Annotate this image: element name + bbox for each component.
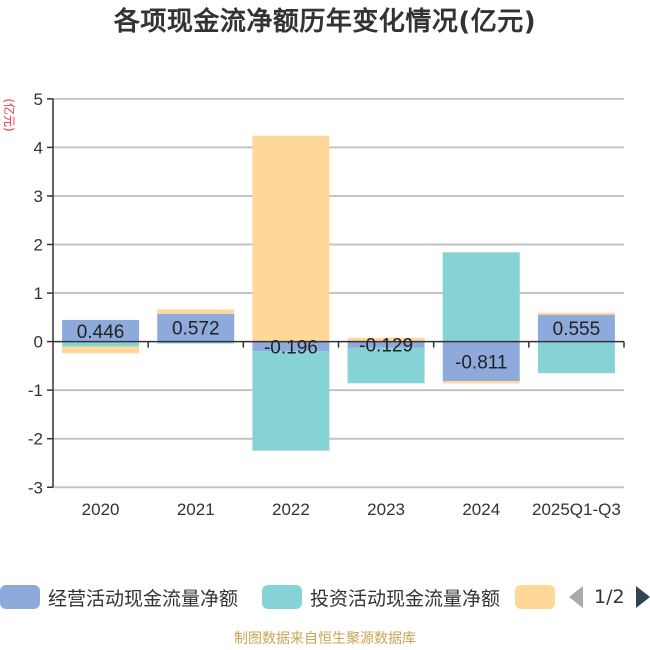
bar-segment-2-5[interactable] [537,312,615,315]
y-axis-tick-label: 2 [34,236,43,255]
x-axis-category-label: 2025Q1-Q3 [532,500,621,519]
bar-segment-2-4[interactable] [442,380,520,384]
data-source-footer: 制图数据来自恒生聚源数据库 [234,631,416,647]
bar-value-label: 0.446 [77,322,125,343]
bar-segment-0-1[interactable] [157,313,235,342]
bar-segment-1-2[interactable] [252,351,330,451]
bar-segment-1-4[interactable] [442,252,520,342]
chart-title: 各项现金流净额历年变化情况(亿元) [113,7,537,37]
x-axis-category-label: 2022 [272,500,310,519]
legend-next-page-icon[interactable] [636,586,650,608]
bar-segment-2-1[interactable] [157,309,235,314]
y-axis-tick-label: 1 [34,284,43,303]
legend-item-investing[interactable]: 投资活动现金流量净额 [262,582,500,612]
bar-segment-0-5[interactable] [537,314,615,342]
y-axis-tick-label: -3 [28,478,43,497]
legend-label-investing: 投资活动现金流量净额 [310,587,501,610]
legend: 经营活动现金流量净额 投资活动现金流量净额 1/2 [0,582,650,612]
x-axis-category-label: 2020 [82,500,120,519]
y-axis-tick-label: 4 [34,138,43,157]
y-axis-tick-label: 0 [34,333,43,352]
bar-value-label: 0.572 [172,319,220,340]
x-axis-category-label: 2024 [462,500,500,519]
legend-label-operating: 经营活动现金流量净额 [48,587,239,610]
bar-segment-1-3[interactable] [347,347,425,384]
bar-segment-2-3[interactable] [347,337,425,342]
legend-page-indicator: 1/2 [594,586,625,608]
bar-value-label: 0.555 [553,319,601,340]
legend-item-operating[interactable]: 经营活动现金流量净额 [0,582,238,612]
legend-swatch-operating [0,585,40,609]
legend-swatch-third-series [515,585,555,609]
x-axis-category-label: 2023 [367,500,405,519]
legend-swatch-investing [262,585,302,609]
bar-segment-1-0[interactable] [62,341,140,347]
y-axis-tick-label: -2 [28,430,43,449]
y-axis-tick-label: 5 [34,90,43,109]
bar-segment-0-0[interactable] [62,319,140,342]
bar-segment-0-4[interactable] [442,341,520,381]
y-axis-tick-label: -1 [28,381,43,400]
legend-prev-page-icon[interactable] [569,586,583,608]
y-axis-tick-label: 3 [34,187,43,206]
bar-segment-2-2[interactable] [252,135,330,342]
bar-segment-0-2[interactable] [252,341,330,352]
bar-value-label: -0.129 [359,336,413,357]
x-axis-category-label: 2021 [177,500,215,519]
bar-segment-2-0[interactable] [62,346,140,354]
bar-segment-0-3[interactable] [347,341,425,348]
bar-value-label: -0.196 [264,337,318,358]
bar-value-label: -0.811 [455,352,507,373]
bar-segment-1-5[interactable] [537,341,615,374]
bar-segment-1-1[interactable] [157,341,235,344]
legend-item-third-series[interactable] [515,582,555,612]
